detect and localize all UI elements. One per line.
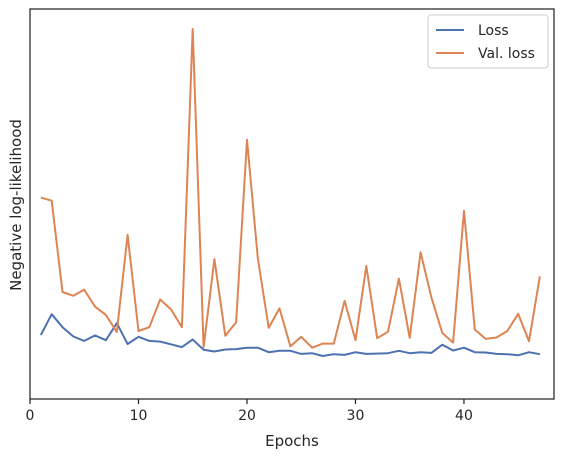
series-line-loss <box>39 313 541 357</box>
x-tick-label: 0 <box>26 408 35 424</box>
legend: Loss Val. loss <box>427 14 549 69</box>
x-axis-ticks: 0 10 20 30 40 <box>26 399 473 424</box>
x-tick-label: 20 <box>238 408 256 424</box>
legend-label-val-loss: Val. loss <box>478 46 535 62</box>
plot-lines <box>39 28 541 357</box>
legend-box <box>427 14 549 69</box>
y-axis-label: Negative log-likelihood <box>7 119 25 291</box>
plot-area <box>29 8 555 400</box>
legend-label-loss: Loss <box>478 23 509 39</box>
series-line-val-loss <box>40 28 541 349</box>
x-tick-label: 30 <box>347 408 365 424</box>
x-tick-label: 10 <box>130 408 148 424</box>
x-axis-label: Epochs <box>265 432 319 450</box>
x-tick-label: 40 <box>455 408 473 424</box>
